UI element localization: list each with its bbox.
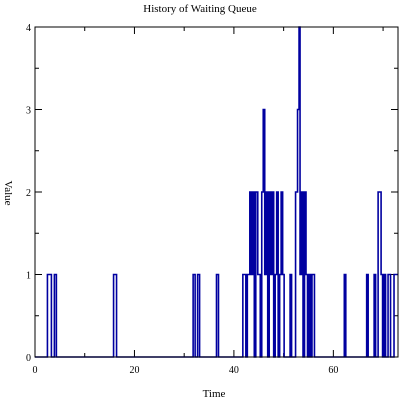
x-axis-label: Time — [203, 388, 226, 400]
y-axis-label: Value — [2, 180, 14, 205]
x-tick-label: 0 — [33, 365, 38, 376]
plot-area — [35, 26, 398, 358]
y-tick-label: 0 — [26, 353, 31, 364]
x-tick-label: 40 — [229, 365, 239, 376]
x-tick-label: 20 — [129, 365, 139, 376]
y-tick-label: 2 — [26, 188, 31, 199]
chart-title: History of Waiting Queue — [143, 3, 257, 15]
y-tick-label: 4 — [26, 23, 31, 34]
plot-frame — [34, 26, 399, 358]
series-line — [35, 26, 398, 358]
y-tick-label: 1 — [26, 271, 31, 282]
y-tick-label: 3 — [26, 106, 31, 117]
x-tick-label: 60 — [328, 365, 338, 376]
